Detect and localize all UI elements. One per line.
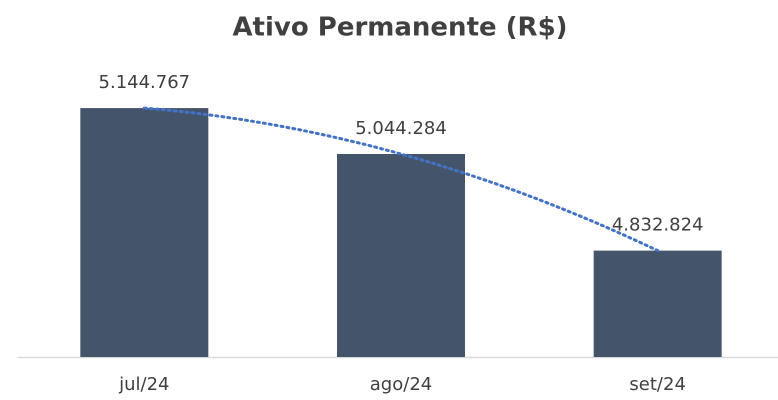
x-tick-label: set/24 — [629, 374, 685, 395]
bar — [593, 250, 722, 357]
bar — [80, 108, 209, 357]
data-label: 5.044.284 — [355, 118, 447, 139]
x-tick-label: ago/24 — [370, 374, 432, 395]
trendline — [142, 106, 660, 253]
chart-title: Ativo Permanente (R$) — [232, 13, 567, 43]
bar — [337, 153, 465, 357]
data-label: 5.144.767 — [99, 72, 191, 93]
data-label: 4.832.824 — [612, 215, 704, 236]
x-tick-label: jul/24 — [118, 374, 169, 395]
